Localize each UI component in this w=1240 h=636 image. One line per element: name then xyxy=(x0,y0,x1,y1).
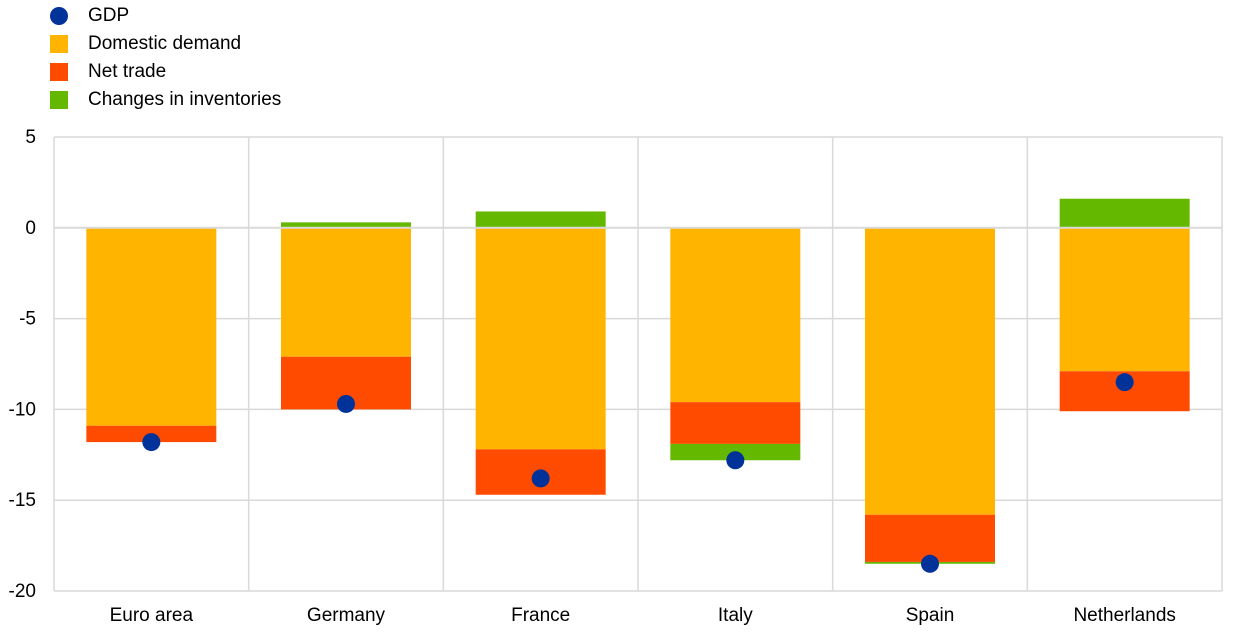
gridlines xyxy=(53,136,1223,592)
gdp-marker-euro-area xyxy=(142,433,161,452)
legend-item-changes-in-inventories: Changes in inventories xyxy=(50,86,281,114)
gdp-marker-germany xyxy=(337,394,355,413)
gdp-marker-netherlands xyxy=(1115,373,1134,392)
category-label-spain: Spain xyxy=(906,605,955,626)
gdp-marker-spain xyxy=(921,554,939,573)
legend-label-gdp: GDP xyxy=(88,5,130,26)
legend-item-net-trade: Net trade xyxy=(50,58,281,86)
domestic-demand-swatch xyxy=(50,35,68,53)
bar-segments xyxy=(86,198,1190,564)
bar-net-trade-italy xyxy=(670,402,801,444)
legend-label-changes-in-inventories: Changes in inventories xyxy=(88,89,282,110)
legend-label-domestic-demand: Domestic demand xyxy=(88,33,242,54)
legend-item-gdp: GDP xyxy=(50,2,281,30)
bar-domestic-demand-euro-area xyxy=(86,227,217,426)
legend: GDP Domestic demand Net trade Changes in… xyxy=(50,2,281,114)
x-axis-category-labels: Euro area Germany France Italy Spain Netherla… xyxy=(110,605,1176,626)
y-tick-label: -15 xyxy=(9,490,36,511)
gdp-markers xyxy=(142,373,1134,573)
bar-net-trade-spain xyxy=(865,514,995,562)
y-axis-tick-labels: 5 0 -5 -10 -15 -20 xyxy=(9,127,36,602)
category-label-netherlands: Netherlands xyxy=(1073,605,1175,626)
bar-domestic-demand-germany xyxy=(281,227,411,357)
y-tick-label: -10 xyxy=(9,399,36,420)
bar-domestic-demand-spain xyxy=(865,227,995,515)
legend-item-domestic-demand: Domestic demand xyxy=(50,30,281,58)
y-tick-label: -20 xyxy=(9,581,36,602)
category-label-germany: Germany xyxy=(307,605,386,626)
y-tick-label: -5 xyxy=(19,309,36,330)
gdp-marker-italy xyxy=(726,451,745,470)
inventories-swatch xyxy=(50,91,68,109)
y-tick-label: 5 xyxy=(25,127,36,148)
bar-domestic-demand-italy xyxy=(670,227,801,403)
bar-changes-in-inventories-netherlands xyxy=(1059,198,1190,228)
y-tick-label: 0 xyxy=(25,218,36,239)
bar-domestic-demand-netherlands xyxy=(1059,227,1190,372)
gdp-marker-france xyxy=(531,469,550,488)
bar-changes-in-inventories-france xyxy=(475,211,606,228)
bar-domestic-demand-france xyxy=(475,227,606,450)
category-label-italy: Italy xyxy=(718,605,753,626)
category-label-euro-area: Euro area xyxy=(110,605,194,626)
gdp-marker-swatch xyxy=(50,7,68,25)
net-trade-swatch xyxy=(50,63,68,81)
category-label-france: France xyxy=(511,605,570,626)
legend-label-net-trade: Net trade xyxy=(88,61,167,82)
bar-changes-in-inventories-germany xyxy=(281,222,411,228)
